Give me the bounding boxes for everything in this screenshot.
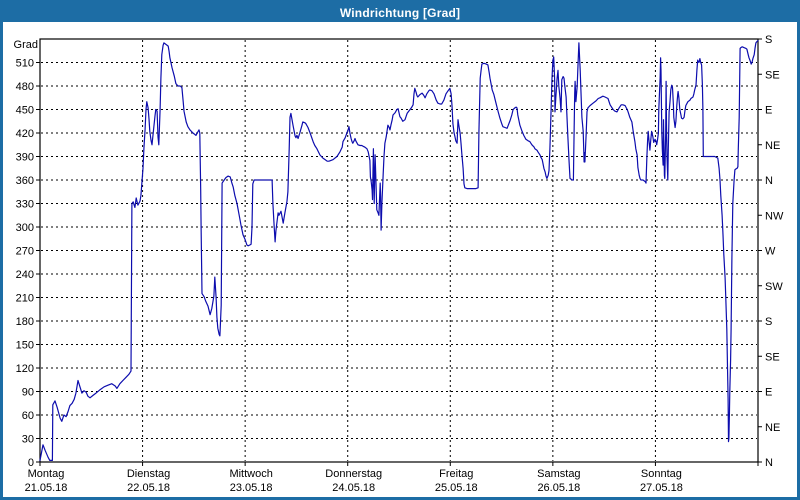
y-right-compass-label: E: [765, 105, 772, 117]
y-right-compass-label: NE: [765, 422, 780, 434]
y-left-tick-label: 210: [16, 293, 34, 305]
x-day-date-label: 27.05.18: [640, 482, 683, 494]
x-day-date-label: 22.05.18: [127, 482, 170, 494]
y-left-tick-label: 30: [22, 434, 34, 446]
y-left-tick-label: 150: [16, 340, 34, 352]
y-right-compass-label: S: [765, 316, 772, 328]
y-left-tick-label: 420: [16, 128, 34, 140]
y-left-tick-label: 60: [22, 410, 34, 422]
y-right-compass-label: NW: [765, 210, 784, 222]
wind-chart-svg: 0 30 60 90 120 150 180 210 240 270 300 330 360 390 420…: [14, 34, 784, 494]
axis-ticks: [36, 38, 762, 466]
x-day-date-label: 25.05.18: [435, 482, 478, 494]
y-left-tick-label: 300: [16, 222, 34, 234]
x-day-date-label: 21.05.18: [25, 482, 68, 494]
y-axis-right-compass-labels: N NE E SE S SW W NW N NE E SE S: [765, 34, 784, 469]
y-left-tick-label: 360: [16, 175, 34, 187]
x-day-date-label: 24.05.18: [332, 482, 375, 494]
y-right-compass-label: NE: [765, 140, 780, 152]
y-right-compass-label: W: [765, 246, 776, 258]
x-day-date-label: 23.05.18: [230, 482, 273, 494]
y-left-tick-label: 510: [16, 58, 34, 70]
x-day-name-label: Mittwoch: [229, 468, 272, 480]
y-left-tick-label: 450: [16, 105, 34, 117]
y-left-axis-caption: Grad: [14, 39, 38, 51]
x-axis-day-labels: Montag 21.05.18 Dienstag 22.05.18 Mittwoch 23…: [25, 468, 683, 494]
x-day-name-label: Donnerstag: [325, 468, 382, 480]
y-right-compass-label: SW: [765, 281, 783, 293]
y-right-compass-label: N: [765, 175, 773, 187]
y-left-tick-label: 270: [16, 246, 34, 258]
title-bar: Windrichtung [Grad]: [3, 3, 797, 22]
y-left-tick-label: 390: [16, 152, 34, 164]
x-day-name-label: Freitag: [439, 468, 473, 480]
y-right-compass-label: N: [765, 457, 773, 469]
gridlines: [41, 40, 757, 461]
y-left-tick-label: 120: [16, 363, 34, 375]
y-right-compass-label: E: [765, 387, 772, 399]
y-right-compass-label: SE: [765, 351, 780, 363]
chart-title: Windrichtung [Grad]: [339, 5, 461, 20]
y-left-tick-label: 0: [28, 457, 34, 469]
y-left-tick-label: 90: [22, 387, 34, 399]
x-day-name-label: Dienstag: [127, 468, 170, 480]
x-day-name-label: Sonntag: [641, 468, 682, 480]
y-left-tick-label: 240: [16, 269, 34, 281]
y-left-tick-label: 180: [16, 316, 34, 328]
y-left-tick-label: 330: [16, 199, 34, 211]
y-left-tick-label: 480: [16, 81, 34, 93]
y-axis-left-labels: 0 30 60 90 120 150 180 210 240 270 300 330 360 390 420…: [14, 39, 38, 469]
x-day-name-label: Montag: [28, 468, 65, 480]
x-day-date-label: 26.05.18: [537, 482, 580, 494]
y-right-compass-label: SE: [765, 69, 780, 81]
y-right-compass-label: S: [765, 34, 772, 46]
wind-direction-line: [39, 39, 759, 461]
wind-direction-series: [39, 39, 759, 461]
x-day-name-label: Samstag: [537, 468, 580, 480]
